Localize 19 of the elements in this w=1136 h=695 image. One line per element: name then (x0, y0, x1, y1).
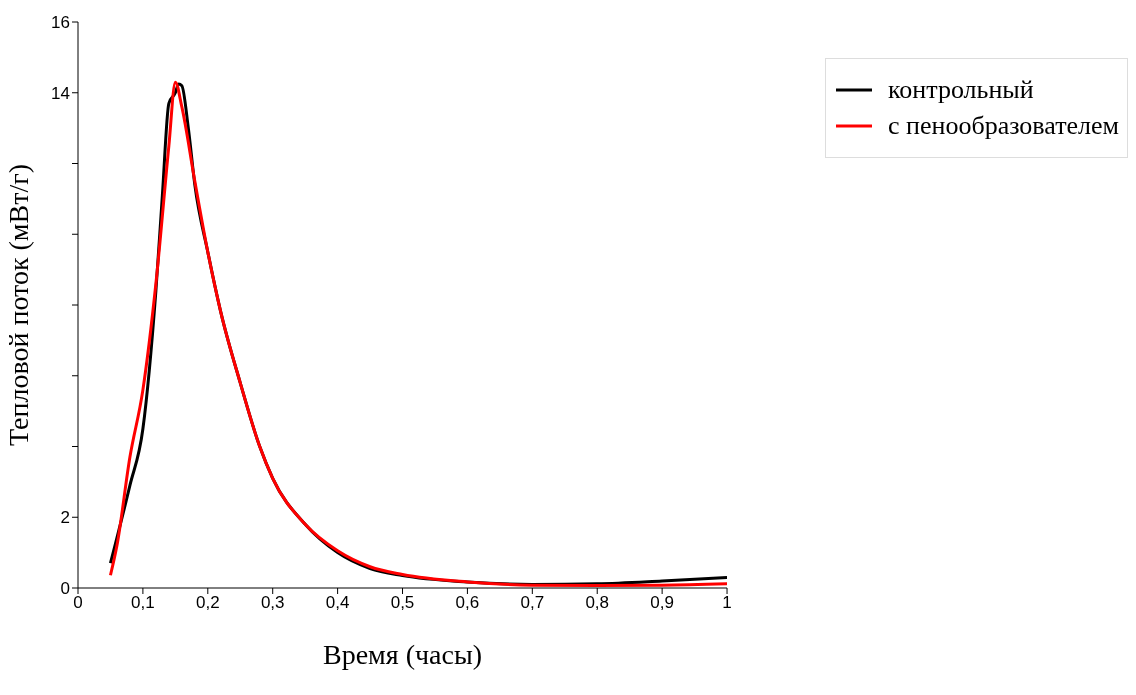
legend-label: контрольный (888, 75, 1034, 105)
x-axis-title: Время (часы) (322, 639, 483, 670)
x-tick-label: 0,5 (390, 593, 415, 613)
x-tick-label: 0,7 (520, 593, 545, 613)
x-tick-label: 1 (722, 593, 732, 613)
x-tick-label: 0,6 (455, 593, 480, 613)
y-tick-label: 14 (51, 83, 70, 103)
x-tick-label: 0,4 (325, 593, 350, 613)
x-tick-label: 0 (73, 593, 83, 613)
y-tick-label: 2 (60, 508, 70, 528)
legend-label: с пенообразователем (888, 111, 1119, 141)
x-tick-label: 0,9 (650, 593, 674, 613)
x-tick-label: 0,3 (260, 593, 285, 613)
y-axis-title: Тепловой поток (мВт/г) (2, 163, 34, 447)
x-tick-label: 0,8 (585, 593, 610, 613)
x-tick-label: 0,1 (131, 593, 155, 613)
y-tick-label: 16 (51, 13, 70, 33)
x-tick-label: 0,2 (195, 593, 220, 613)
y-tick-label: 0 (60, 579, 70, 599)
